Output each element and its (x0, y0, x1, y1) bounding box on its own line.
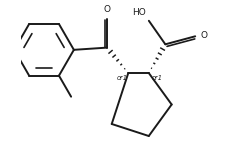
Text: HO: HO (132, 8, 146, 17)
Text: or1: or1 (152, 75, 163, 81)
Text: or1: or1 (116, 75, 127, 81)
Text: O: O (103, 5, 110, 14)
Text: O: O (200, 31, 207, 40)
